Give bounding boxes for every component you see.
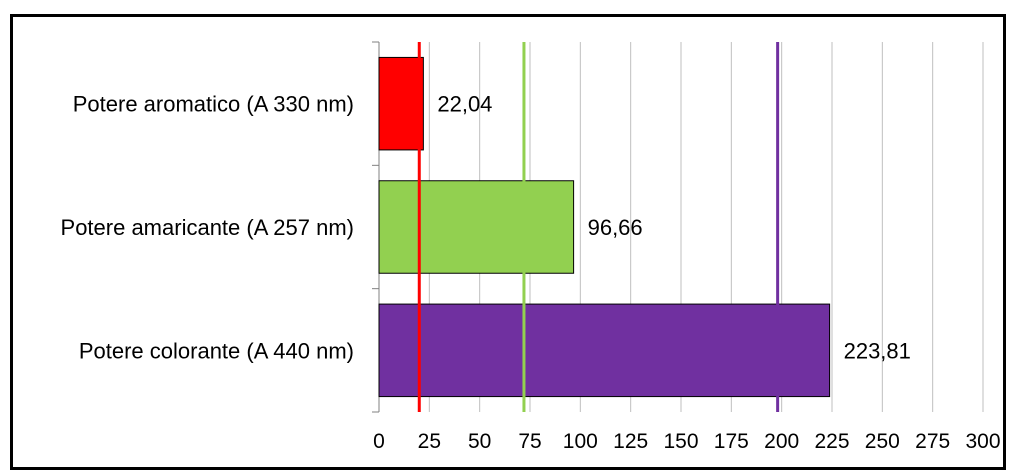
x-tick-label-75: 75 (518, 430, 541, 453)
labels: 0 25 50 75 100 125 150 175 200 225 250 275 300 Potere… (61, 92, 1001, 453)
x-tick-label-150: 150 (663, 430, 698, 453)
x-tick-label-0: 0 (373, 430, 385, 453)
x-tick-label-25: 25 (418, 430, 441, 453)
data-label-2: 96,66 (588, 215, 643, 240)
category-label-3: Potere colorante (A 440 nm) (79, 338, 354, 363)
x-tick-label-200: 200 (764, 430, 799, 453)
reference-lines (417, 42, 780, 412)
x-tick-label-175: 175 (714, 430, 749, 453)
x-tick-label-275: 275 (915, 430, 950, 453)
x-tick-label-225: 225 (814, 430, 849, 453)
category-label-2: Potere amaricante (A 257 nm) (61, 215, 354, 240)
data-label-3: 223,81 (844, 338, 911, 363)
x-tick-label-250: 250 (865, 430, 900, 453)
axes (372, 41, 380, 413)
x-tick-label-100: 100 (563, 430, 598, 453)
x-tick-label-300: 300 (965, 430, 1000, 453)
bar-1 (378, 56, 424, 151)
bar-2 (378, 180, 575, 274)
bar-3 (378, 303, 831, 398)
category-label-1: Potere aromatico (A 330 nm) (73, 92, 354, 117)
x-tick-label-50: 50 (468, 430, 491, 453)
x-tick-label-125: 125 (613, 430, 648, 453)
data-label-1: 22,04 (437, 92, 492, 117)
bars (378, 56, 831, 398)
